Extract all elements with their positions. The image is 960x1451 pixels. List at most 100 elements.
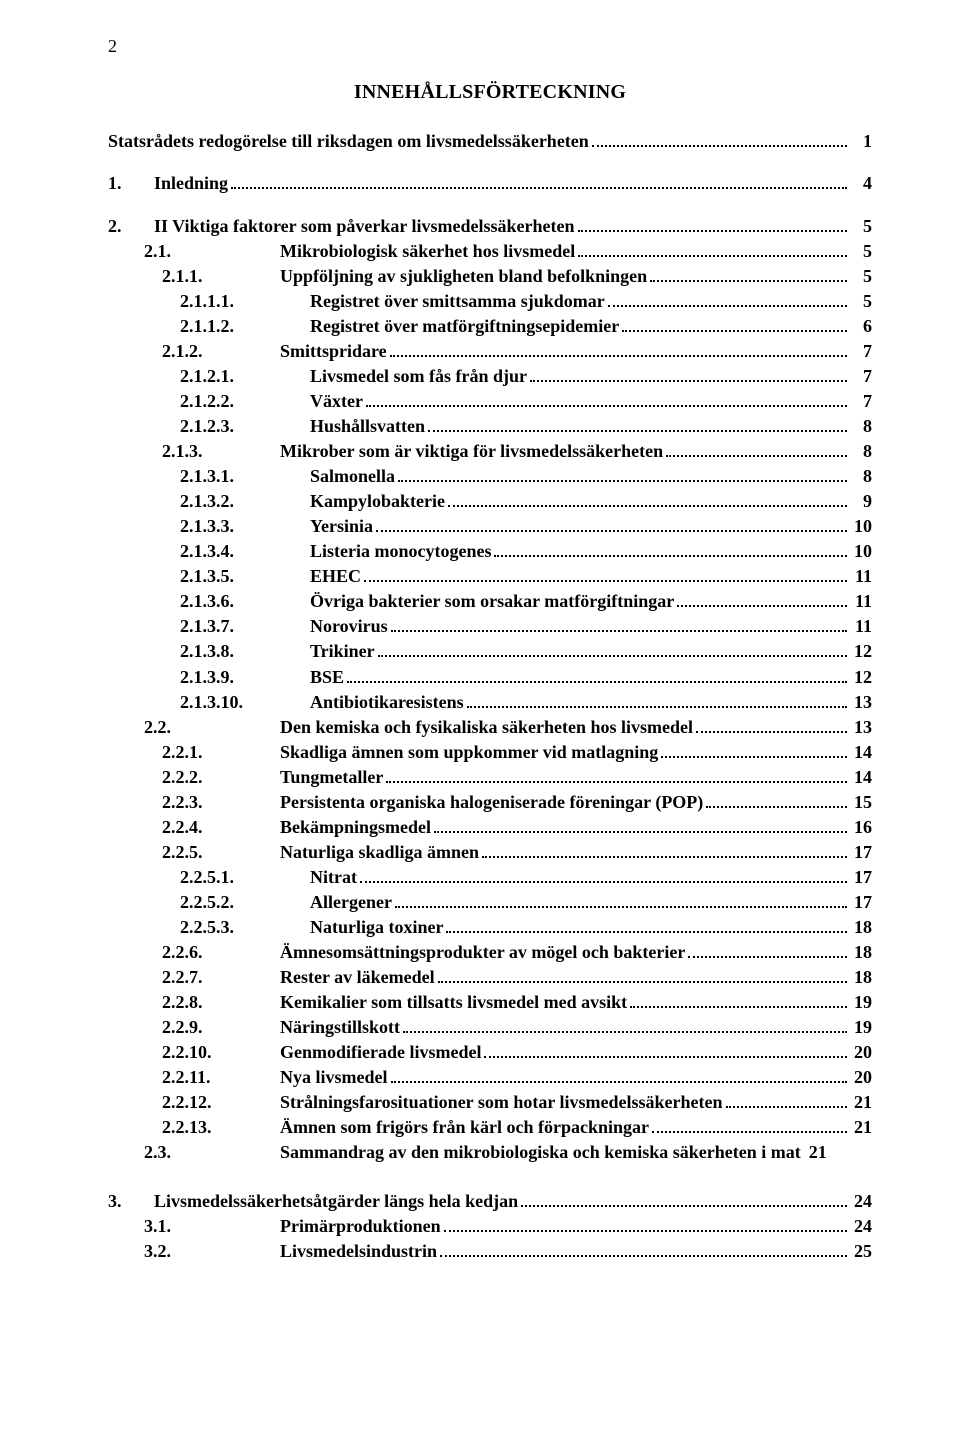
toc-entry-page: 25 <box>850 1240 872 1264</box>
toc-entry-page: 21 <box>850 1091 872 1115</box>
toc-row: 2.2.3.Persistenta organiska halogenisera… <box>108 791 872 815</box>
toc-row: 2.II Viktiga faktorer som påverkar livsm… <box>108 215 872 239</box>
toc-leader <box>652 1120 847 1133</box>
toc-entry-page: 6 <box>850 315 872 339</box>
toc-entry-page: 24 <box>850 1215 872 1239</box>
toc-leader <box>484 1045 847 1058</box>
toc-entry-title: Mikrobiologisk säkerhet hos livsmedel <box>280 240 575 264</box>
toc-row: 2.2.8.Kemikalier som tillsatts livsmedel… <box>108 991 872 1015</box>
toc-row: 2.1.3.3.Yersinia10 <box>108 515 872 539</box>
toc-section-gap <box>108 155 872 171</box>
toc-entry-title: Uppföljning av sjukligheten bland befolk… <box>280 265 647 289</box>
toc-row: 2.2.6.Ämnesomsättningsprodukter av mögel… <box>108 941 872 965</box>
toc-entry-page: 14 <box>850 741 872 765</box>
toc-leader <box>347 669 847 682</box>
toc-row: 2.1.3.7.Norovirus11 <box>108 615 872 639</box>
toc-entry-title: Kampylobakterie <box>310 490 445 514</box>
toc-entry-page: 19 <box>850 1016 872 1040</box>
toc-entry-number: 2.1.3.8. <box>180 640 310 664</box>
toc-entry-title: Sammandrag av den mikrobiologiska och ke… <box>280 1141 801 1165</box>
toc-entry-number: 2.1.2. <box>162 340 280 364</box>
toc-leader <box>386 769 847 782</box>
toc-row: 2.1.Mikrobiologisk säkerhet hos livsmede… <box>108 240 872 264</box>
toc-leader <box>391 1070 848 1083</box>
toc-row: 2.1.3.9.BSE12 <box>108 666 872 690</box>
toc-entry-number: 2.2.5.1. <box>180 866 310 890</box>
toc-row: 2.1.2.Smittspridare7 <box>108 340 872 364</box>
toc-entry-page: 8 <box>850 415 872 439</box>
toc-heading: INNEHÅLLSFÖRTECKNING <box>108 81 872 104</box>
toc-leader <box>391 619 847 632</box>
toc-entry-title: Skadliga ämnen som uppkommer vid matlagn… <box>280 741 658 765</box>
toc-row: 2.2.5.2.Allergener17 <box>108 891 872 915</box>
toc-entry-title: Nitrat <box>310 866 357 890</box>
toc-row: 2.1.3.6.Övriga bakterier som orsakar mat… <box>108 590 872 614</box>
toc-entry-number: 2.1.3.1. <box>180 465 310 489</box>
toc-leader <box>696 719 847 732</box>
toc-entry-title: Rester av läkemedel <box>280 966 435 990</box>
toc-row: 3.1.Primärproduktionen24 <box>108 1215 872 1239</box>
toc-entry-page: 17 <box>850 866 872 890</box>
toc-leader <box>448 494 847 507</box>
toc-entry-number: 2.1.3.9. <box>180 666 310 690</box>
toc-entry-title: Statsrådets redogörelse till riksdagen o… <box>108 130 589 154</box>
toc-entry-number: 2.1.1. <box>162 265 280 289</box>
toc-entry-page: 7 <box>850 340 872 364</box>
toc-entry-page: 9 <box>850 490 872 514</box>
toc-row: 2.2.13.Ämnen som frigörs från kärl och f… <box>108 1116 872 1140</box>
toc-entry-number: 2.2.11. <box>162 1066 280 1090</box>
toc-leader <box>688 945 847 958</box>
toc-entry-number: 2.2.8. <box>162 991 280 1015</box>
toc-entry-title: Genmodifierade livsmedel <box>280 1041 481 1065</box>
toc-entry-page: 17 <box>850 841 872 865</box>
toc-entry-page: 11 <box>850 565 872 589</box>
toc-entry-page: 13 <box>850 716 872 740</box>
toc-row: 2.1.3.5.EHEC11 <box>108 565 872 589</box>
toc-leader <box>440 1244 847 1257</box>
toc-entry-page: 20 <box>850 1066 872 1090</box>
toc-entry-title: Den kemiska och fysikaliska säkerheten h… <box>280 716 693 740</box>
toc-entry-title: Salmonella <box>310 465 395 489</box>
toc-entry-number: 2.1.3.10. <box>180 691 310 715</box>
toc-leader <box>434 820 847 833</box>
toc-entry-page: 11 <box>850 615 872 639</box>
toc-entry-number: 2. <box>108 215 154 239</box>
toc-entry-title: Ämnen som frigörs från kärl och förpackn… <box>280 1116 649 1140</box>
toc-leader <box>366 394 847 407</box>
toc-entry-page: 18 <box>850 916 872 940</box>
toc-row: 2.1.1.Uppföljning av sjukligheten bland … <box>108 265 872 289</box>
toc-entry-page: 12 <box>850 640 872 664</box>
toc-entry-number: 2.2.6. <box>162 941 280 965</box>
toc-leader <box>403 1020 847 1033</box>
toc-entry-number: 2.1.2.1. <box>180 365 310 389</box>
toc-row: 2.2.5.3.Naturliga toxiner18 <box>108 916 872 940</box>
toc-leader <box>608 294 847 307</box>
toc-row: 3.2.Livsmedelsindustrin25 <box>108 1240 872 1264</box>
toc-entry-number: 2.2.5.2. <box>180 891 310 915</box>
toc-row: 2.1.3.2.Kampylobakterie9 <box>108 490 872 514</box>
toc-row: 2.2.7.Rester av läkemedel18 <box>108 966 872 990</box>
toc-section-gap <box>108 197 872 213</box>
toc-entry-title: Norovirus <box>310 615 388 639</box>
toc-entry-title: BSE <box>310 666 344 690</box>
toc-entry-title: Listeria monocytogenes <box>310 540 491 564</box>
toc-entry-page: 19 <box>850 991 872 1015</box>
toc-leader <box>390 344 847 357</box>
toc-entry-page: 5 <box>850 240 872 264</box>
toc-row: 2.1.2.2.Växter7 <box>108 390 872 414</box>
toc-leader <box>428 419 847 432</box>
toc-entry-number: 2.1.3.6. <box>180 590 310 614</box>
toc-leader <box>677 594 847 607</box>
toc-entry-number: 2.1.3. <box>162 440 280 464</box>
toc-leader <box>494 544 847 557</box>
toc-entry-title: Övriga bakterier som orsakar matförgiftn… <box>310 590 674 614</box>
page-number: 2 <box>108 36 872 57</box>
toc-row: 3.Livsmedelssäkerhetsåtgärder längs hela… <box>108 1190 872 1214</box>
toc-leader <box>467 694 847 707</box>
toc-leader <box>592 134 847 147</box>
toc-entry-page: 7 <box>850 390 872 414</box>
toc-leader <box>376 519 847 532</box>
toc-entry-number: 2.3. <box>144 1141 280 1165</box>
toc-leader <box>666 444 847 457</box>
toc-entry-page: 7 <box>850 365 872 389</box>
